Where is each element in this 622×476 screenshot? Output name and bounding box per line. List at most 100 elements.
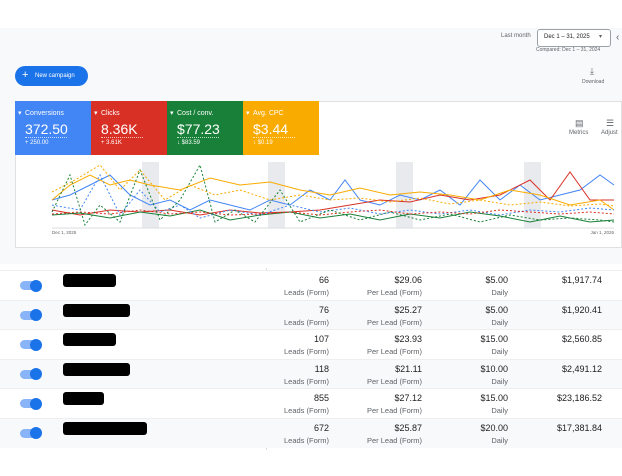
download-icon[interactable]: ⤓ [590,66,594,76]
conversions-unit: Leads (Form) [283,347,329,356]
metric-caret: ▾ [246,110,250,117]
budget-value: $10.00 [480,363,508,374]
metric-value: 372.50 [25,121,68,137]
cost-value: $1,920.41 [561,304,602,315]
conversions-unit: Leads (Form) [283,406,329,415]
status-toggle[interactable] [20,279,42,292]
metric-name: Cost / conv. [177,110,214,117]
adjust-icon[interactable]: ☰ [606,118,615,128]
metric-caret: ▾ [94,110,98,117]
budget-unit: Daily [491,347,508,356]
cost-per-conv-unit: Per Lead (Form) [366,288,422,297]
metric-tile[interactable]: ▾ Avg. CPC $3.44 ↓ $0.19 [243,101,319,155]
metric-value: $77.23 [177,121,220,137]
toggle-knob [30,279,42,292]
metrics-icon[interactable]: ▤ [575,118,584,128]
metric-change: + 250.00 [25,140,49,146]
metric-tile[interactable]: ▾ Conversions 372.50 + 250.00 [15,101,91,155]
conversions-unit: Leads (Form) [283,288,329,297]
cost-per-conv-value: $27.12 [394,393,422,403]
status-toggle[interactable] [20,338,42,351]
conversions-value: 855 [313,393,329,403]
date-picker[interactable]: Dec 1 – 31, 2025 ▾ [537,29,611,47]
cost-per-conv-unit: Per Lead (Form) [366,435,422,445]
date-range: Dec 1 – 31, 2025 [544,34,590,40]
conversions-value: 118 [314,363,329,374]
conversions-line [51,174,615,211]
metric-caret: ▾ [170,110,174,117]
budget-unit: Daily [491,435,508,445]
redacted-name [63,392,104,405]
toggle-knob [30,338,42,351]
cost-value: $23,186.52 [556,393,602,403]
download-label: Download [582,79,605,85]
metric-underline [25,137,67,138]
conversions-value: 66 [318,275,329,285]
toggle-knob [30,427,42,439]
cost-per-conv-unit: Per Lead (Form) [366,376,422,386]
budget-unit: Daily [491,376,508,386]
cost-value: $1,917.74 [561,275,602,285]
cost-value: $17,381.84 [556,422,602,433]
toggle-knob [30,309,42,321]
status-toggle[interactable] [20,309,42,321]
redacted-name [63,333,116,346]
date-label: Last month [501,33,531,39]
back[interactable]: ‹ [616,32,620,43]
redacted-name [63,421,147,435]
table-row: 107 Leads (Form) $23.93 Per Lead (Form) $15.… [0,329,622,359]
plus-icon: + [22,69,29,81]
budget-unit: Daily [491,406,508,415]
conversions-value: 76 [318,304,329,315]
new-campaign-button[interactable]: + New campaign [15,66,88,86]
cost-per-conv-unit: Per Lead (Form) [366,347,422,356]
clicks-prev-line [51,209,615,216]
status-toggle[interactable] [20,427,42,439]
cpc-line [51,174,615,211]
cost-per-conv-value: $29.06 [394,275,422,285]
budget-value: $20.00 [480,422,508,433]
metric-value: 8.36K [101,121,138,137]
table-row: 76 Leads (Form) $25.27 Per Lead (Form) $5.00… [0,299,622,330]
status-toggle[interactable] [20,368,42,380]
cpc-prev-line [51,164,615,207]
adjust-label: Adjust [601,130,618,136]
budget-unit: Daily [491,317,508,327]
metric-tile[interactable]: ▾ Clicks 8.36K + 3.61K [91,101,167,155]
cost-per-conv-unit: Per Lead (Form) [366,406,422,415]
metric-underline [177,137,219,138]
redacted-name [63,274,116,287]
cost-prev-line [51,163,615,227]
metric-value: $3.44 [253,121,289,137]
status-toggle[interactable] [20,397,42,410]
metric-name: Avg. CPC [253,110,284,117]
redacted-name [63,362,130,376]
redacted-name [63,303,130,317]
metric-name: Conversions [25,110,64,117]
cost-per-conv-value: $25.87 [394,422,422,433]
toggle-knob [30,368,42,380]
metric-change: ↓ $0.19 [253,140,273,146]
table-row: 855 Leads (Form) $27.12 Per Lead (Form) $15.… [0,388,622,418]
trend-chart: Dec 1, 2025 Jan 1, 2026 [51,162,615,235]
clicks-line [51,171,614,216]
cost-value: $2,560.85 [561,334,602,344]
metric-name: Clicks [101,110,120,117]
toggle-knob [30,397,42,410]
conversions-prev-line [51,173,615,219]
chart-start: Dec 1, 2025 [52,230,77,235]
cost-per-conv-value: $25.27 [394,304,422,315]
cost-value: $2,491.12 [561,363,602,374]
compared: Compared: Dec 1 – 31, 2024 [536,47,601,53]
cost-per-conv-value: $21.11 [395,363,422,374]
metric-tile[interactable]: ▾ Cost / conv. $77.23 ↓ $83.59 [167,101,243,155]
conversions-unit: Leads (Form) [283,376,329,386]
chart-end: Jan 1, 2026 [590,230,614,235]
new-campaign-label: New campaign [35,73,75,79]
conversions-unit: Leads (Form) [283,435,329,445]
metric-change: ↓ $83.59 [177,140,201,146]
metric-underline [253,137,295,138]
budget-unit: Daily [491,288,508,297]
conversions-unit: Leads (Form) [283,317,329,327]
metric-change: + 3.61K [101,140,122,146]
